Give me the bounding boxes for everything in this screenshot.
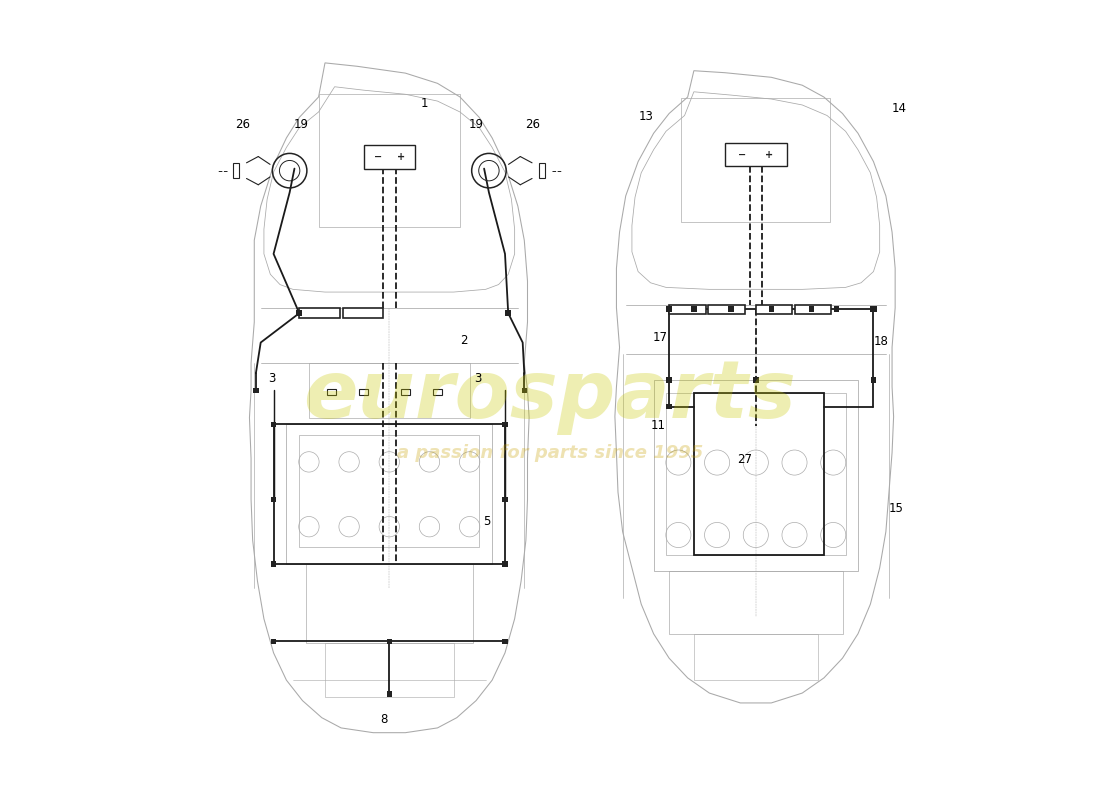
Bar	[694, 394, 824, 554]
Text: 27: 27	[737, 453, 752, 466]
Bar	[708, 305, 745, 314]
Bar	[834, 306, 839, 312]
Bar	[870, 306, 877, 312]
Bar	[364, 145, 415, 169]
Bar	[233, 163, 240, 178]
Text: +: +	[396, 152, 405, 162]
Bar	[669, 305, 705, 314]
Bar	[400, 389, 410, 394]
Text: 14: 14	[892, 102, 907, 115]
Bar	[691, 306, 696, 312]
Bar	[319, 94, 460, 226]
Bar	[871, 378, 877, 383]
Bar	[386, 638, 392, 644]
Bar	[795, 305, 832, 314]
Bar	[505, 310, 512, 316]
Bar	[324, 642, 453, 698]
Bar	[343, 309, 383, 318]
Text: 15: 15	[889, 502, 904, 514]
Bar	[756, 305, 792, 314]
Bar	[728, 306, 734, 312]
Bar	[754, 378, 759, 383]
Bar	[271, 562, 276, 567]
Text: 5: 5	[484, 515, 491, 528]
Bar	[359, 389, 369, 394]
Bar	[432, 389, 442, 394]
Bar	[253, 387, 258, 393]
Text: 3: 3	[474, 371, 482, 385]
Bar	[299, 434, 480, 547]
Bar	[503, 422, 508, 427]
Text: 8: 8	[381, 713, 387, 726]
Bar	[286, 424, 492, 564]
Bar	[271, 422, 276, 427]
Bar	[306, 564, 473, 642]
Text: a passion for parts since 1995: a passion for parts since 1995	[397, 444, 703, 462]
Bar	[296, 310, 303, 316]
Text: 26: 26	[526, 118, 540, 130]
Bar	[808, 306, 814, 312]
Bar	[309, 363, 470, 418]
Bar	[682, 98, 830, 222]
Text: 26: 26	[235, 118, 250, 130]
Text: 3: 3	[268, 371, 275, 385]
Bar	[669, 571, 843, 634]
Bar	[327, 389, 337, 394]
Bar	[386, 691, 392, 697]
Bar	[666, 394, 846, 554]
Bar	[503, 497, 508, 502]
Text: 13: 13	[638, 110, 653, 122]
Text: 2: 2	[460, 334, 467, 347]
Bar	[271, 497, 276, 502]
Bar	[694, 634, 817, 680]
Text: 18: 18	[873, 335, 889, 349]
Bar	[299, 309, 340, 318]
Bar	[503, 638, 508, 644]
Text: 17: 17	[652, 330, 668, 344]
Bar	[503, 562, 508, 567]
Text: −: −	[374, 152, 382, 162]
Text: 19: 19	[469, 118, 484, 130]
Bar	[274, 424, 505, 564]
Text: 19: 19	[294, 118, 309, 130]
Bar	[667, 378, 672, 383]
Bar	[769, 306, 774, 312]
Text: +: +	[766, 150, 773, 160]
Text: 11: 11	[651, 418, 666, 431]
Text: eurosparts: eurosparts	[304, 357, 796, 435]
Text: −: −	[738, 150, 746, 160]
Bar	[666, 306, 672, 312]
Bar	[539, 163, 546, 178]
Bar	[725, 143, 786, 166]
Bar	[653, 380, 858, 571]
Bar	[667, 404, 672, 410]
Bar	[271, 638, 276, 644]
Bar	[521, 387, 527, 393]
Text: 1: 1	[421, 97, 428, 110]
